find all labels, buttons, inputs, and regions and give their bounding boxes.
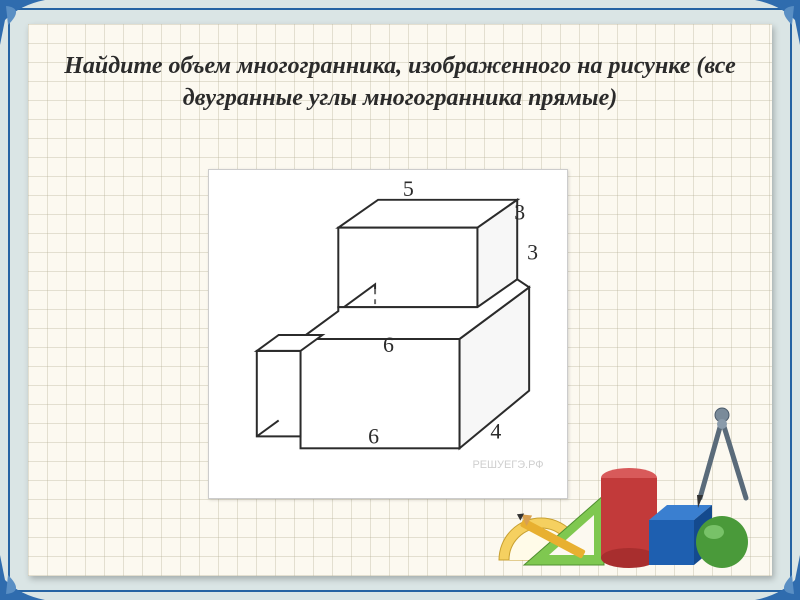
dim-top-width: 5 bbox=[403, 177, 414, 201]
corner-ornament-bl bbox=[0, 555, 45, 600]
dim-inner-height: 6 bbox=[383, 333, 394, 357]
problem-title: Найдите объем многогранника, изображенно… bbox=[28, 24, 772, 125]
dim-front-width: 6 bbox=[368, 424, 379, 448]
corner-ornament-tr bbox=[755, 0, 800, 45]
dim-top-depth: 3 bbox=[514, 201, 525, 225]
content-panel: Найдите объем многогранника, изображенно… bbox=[28, 24, 772, 576]
decorative-props bbox=[494, 400, 754, 570]
corner-ornament-tl bbox=[0, 0, 45, 45]
corner-ornament-br bbox=[755, 555, 800, 600]
dim-right-height: 3 bbox=[527, 240, 538, 264]
